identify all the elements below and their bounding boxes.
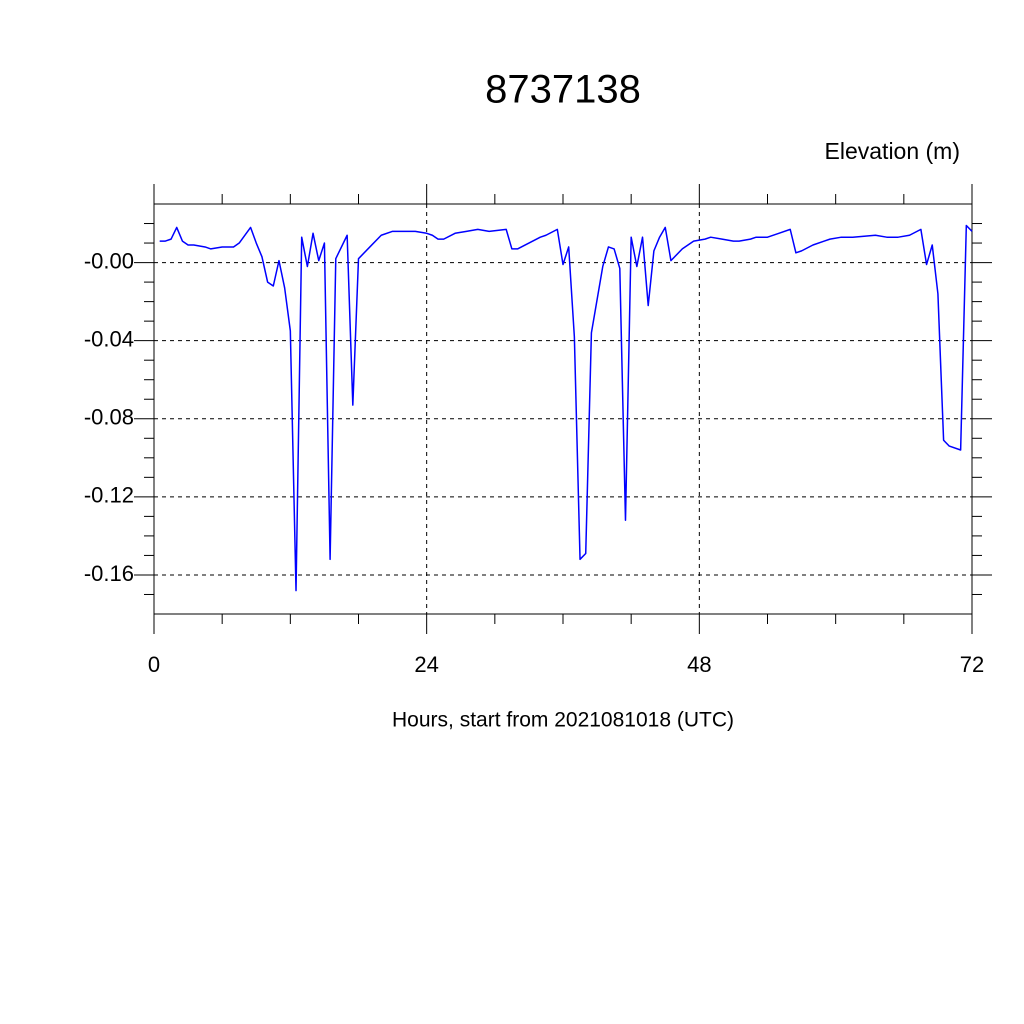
y-tick-label: -0.16 [84, 561, 134, 586]
y-tick-label: -0.00 [84, 248, 134, 273]
plot-frame [153, 203, 973, 615]
y-tick-label: -0.08 [84, 405, 134, 430]
x-axis-label: Hours, start from 2021081018 (UTC) [392, 709, 734, 732]
y-axis-label: Elevation (m) [825, 138, 960, 164]
x-tick-label: 24 [414, 652, 438, 677]
chart-title: 8737138 [485, 68, 641, 112]
y-tick-label: -0.12 [84, 483, 134, 508]
y-tick-label: -0.04 [84, 326, 134, 351]
x-tick-label: 0 [148, 652, 160, 677]
x-tick-label: 48 [687, 652, 711, 677]
data-line [159, 224, 973, 592]
x-tick-label: 72 [960, 652, 984, 677]
